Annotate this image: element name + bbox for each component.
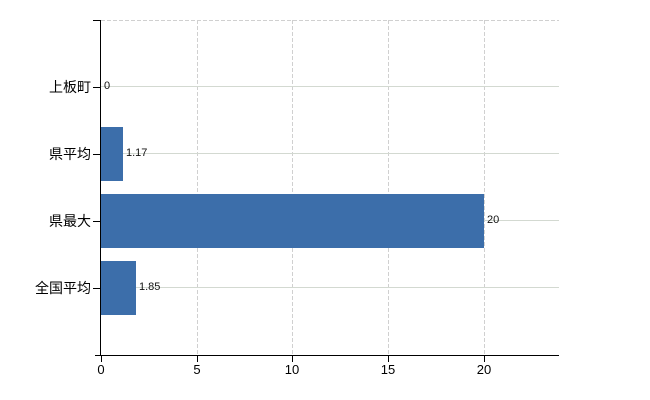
bar — [101, 127, 123, 181]
h-gridline — [101, 86, 559, 87]
x-tick — [388, 356, 389, 362]
x-tick — [292, 356, 293, 362]
v-gridline — [484, 20, 485, 355]
bar-value-label: 1.85 — [139, 281, 161, 293]
bar — [101, 194, 484, 248]
bar-value-label: 0 — [104, 80, 111, 92]
y-tick — [93, 288, 101, 289]
bar-value-label: 20 — [487, 214, 500, 226]
h-gridline — [101, 153, 559, 154]
y-tick — [93, 221, 101, 222]
x-axis-tick-label: 20 — [476, 362, 492, 377]
x-tick — [101, 356, 102, 362]
y-tick — [93, 154, 101, 155]
x-axis-tick-label: 5 — [193, 362, 201, 377]
y-axis-label: 上板町 — [49, 79, 91, 95]
v-gridline — [292, 20, 293, 355]
x-axis-line — [95, 355, 559, 356]
plot-area: 0 1.17 20 1.85 — [101, 20, 559, 355]
bar — [101, 261, 136, 315]
y-tick — [93, 87, 101, 88]
x-tick — [197, 356, 198, 362]
y-axis-label: 県最大 — [49, 213, 91, 229]
bar-value-label: 1.17 — [126, 147, 148, 159]
y-axis-label: 全国平均 — [35, 280, 91, 296]
y-axis-line — [100, 20, 101, 355]
v-gridline — [388, 20, 389, 355]
x-axis-tick-label: 10 — [284, 362, 300, 377]
x-axis-tick-label: 0 — [97, 362, 105, 377]
x-tick — [484, 356, 485, 362]
x-axis-tick-label: 15 — [380, 362, 396, 377]
y-axis-end-tick — [93, 20, 101, 21]
h-gridline — [101, 287, 559, 288]
plot-top-border — [101, 20, 559, 21]
y-axis-label: 県平均 — [49, 146, 91, 162]
v-gridline — [197, 20, 198, 355]
